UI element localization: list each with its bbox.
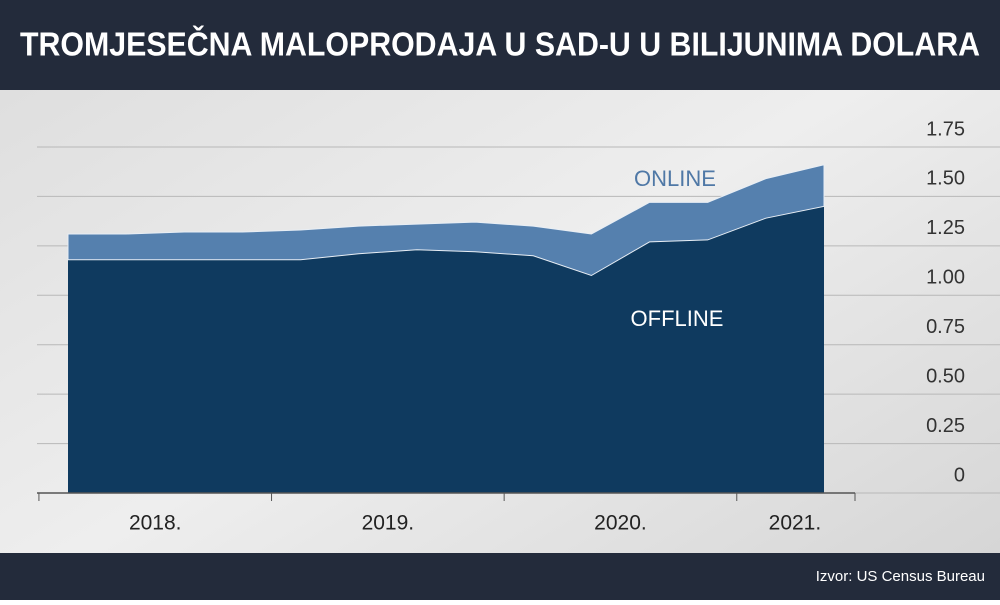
y-tick-label: 1.25 (926, 217, 965, 239)
y-tick-label: 0 (954, 464, 965, 486)
chart-title: TROMJESEČNA MALOPRODAJA U SAD-U U BILIJU… (20, 25, 980, 63)
area (68, 206, 824, 494)
y-tick-label: 1.50 (926, 168, 965, 190)
x-tick-label: 2021. (769, 512, 822, 535)
x-tick-label: 2018. (129, 512, 182, 535)
y-tick-label: 1.00 (926, 267, 965, 289)
area (67, 164, 825, 277)
source: Izvor: US Census Bureau (816, 568, 985, 585)
y-tick-label: 0.50 (926, 365, 965, 387)
y-tick-label: 0.75 (926, 316, 965, 338)
series-label: OFFLINE (631, 306, 724, 331)
title-bar (0, 0, 1000, 90)
series-label: ONLINE (634, 166, 716, 191)
x-tick-label: 2019. (362, 512, 415, 535)
x-tick-label: 2020. (594, 512, 647, 535)
y-tick-label: 1.75 (926, 118, 965, 140)
footer-bar (0, 553, 1000, 600)
y-tick-label: 0.25 (926, 415, 965, 437)
